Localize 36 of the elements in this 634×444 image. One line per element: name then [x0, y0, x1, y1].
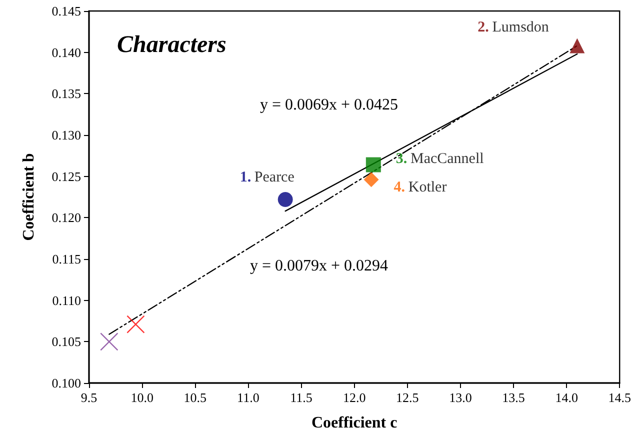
y-tick-label: 0.115 [52, 252, 81, 266]
series-label: 3. MacCannell [396, 150, 484, 167]
annotation: y = 0.0069x + 0.0425 [260, 96, 398, 114]
x-tick-label: 12.5 [396, 390, 419, 405]
point [278, 192, 293, 207]
x-tick-label: 10.0 [130, 390, 154, 405]
y-tick-label: 0.100 [52, 376, 81, 390]
point [366, 157, 381, 172]
y-tick-label: 0.145 [52, 4, 81, 18]
y-tick-label: 0.125 [52, 168, 81, 184]
x-tick-label: 14.0 [555, 390, 578, 405]
point [100, 332, 118, 351]
y-tick-label: 0.130 [52, 128, 81, 142]
x-tick-label: 11.5 [290, 390, 312, 405]
x-tick-label: 13.0 [449, 390, 472, 405]
point [570, 38, 585, 54]
y-tick-label: 0.110 [52, 292, 81, 308]
y-tick-label: 0.120 [52, 210, 81, 226]
series-label: 4. Kotler [394, 180, 447, 196]
x-tick-label: 11.0 [237, 390, 260, 405]
y-tick-label: 0.135 [52, 86, 81, 102]
x-axis-title: Coefficient c [311, 414, 398, 432]
x-tick-label: 10.5 [184, 390, 206, 405]
y-axis-title: Coefficient b [20, 153, 38, 241]
text: Characters [117, 32, 226, 58]
y-tick-label: 0.140 [52, 44, 81, 60]
annotation: y = 0.0079x + 0.0294 [250, 258, 388, 274]
x-tick-label: 14.5 [608, 390, 631, 405]
series-label: 2. Lumsdon [478, 20, 550, 36]
x-tick-label: 9.5 [80, 390, 98, 405]
x-tick-label: 12.0 [342, 390, 366, 405]
point [364, 172, 379, 188]
x-tick-label: 13.5 [502, 390, 525, 405]
series-label: 1. Pearce [240, 169, 295, 186]
y-tick-label: 0.105 [52, 334, 81, 350]
point [126, 315, 145, 334]
